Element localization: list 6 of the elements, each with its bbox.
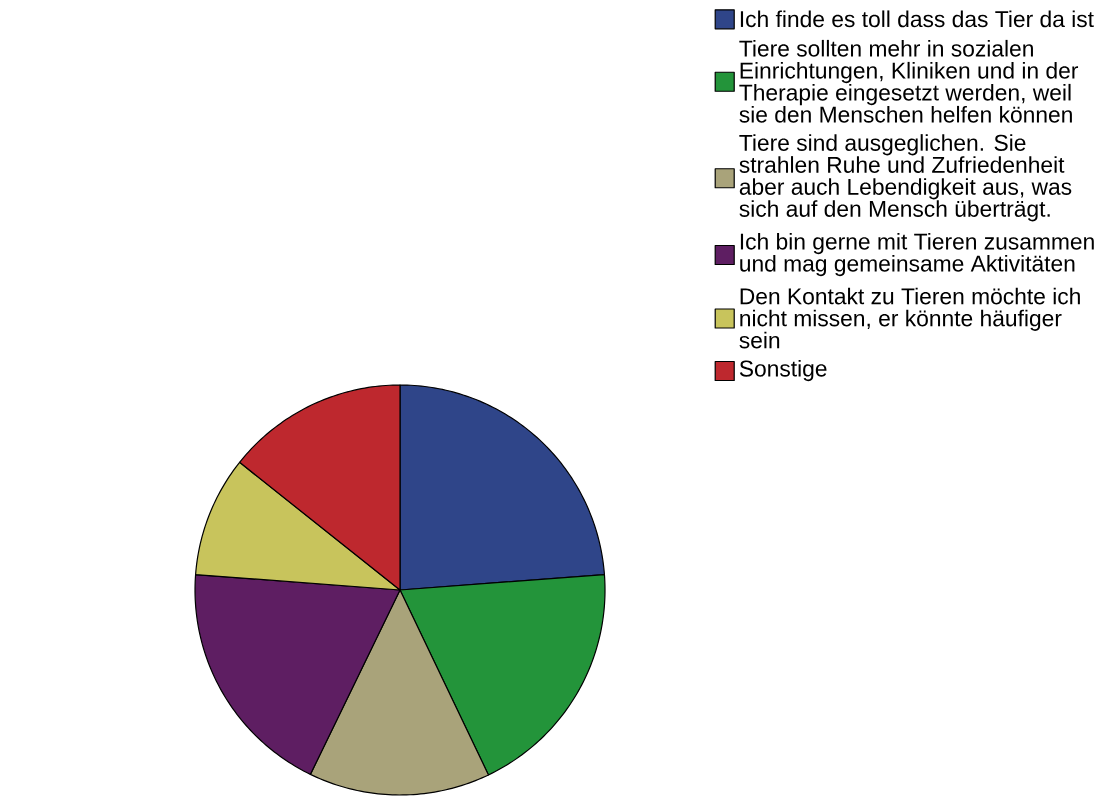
legend-label: Ich finde es toll dass das Tier da ist: [740, 10, 1094, 28]
legend-label: Den Kontakt zu Tieren möchte ich nicht missen, er könnte häufiger sein: [739, 287, 1080, 349]
legend-label: Sonstige: [739, 359, 827, 382]
legend-label: Ich bin gerne mit Tieren zusammen und mag gemeinsame Aktivitäten: [740, 232, 1094, 277]
legend-label: Tiere sind ausgeglichen. Sie strahlen Ruhe und Zufriedenheit aber auch Lebendigkeit aus, was sich auf den Mensch überträgt.: [739, 134, 1072, 222]
legend-label: Tiere sollten mehr in sozialen Einrichtungen, Kliniken und in der Therapie eingesetzt werden, weil sie den Menschen helfen können: [739, 39, 1079, 123]
